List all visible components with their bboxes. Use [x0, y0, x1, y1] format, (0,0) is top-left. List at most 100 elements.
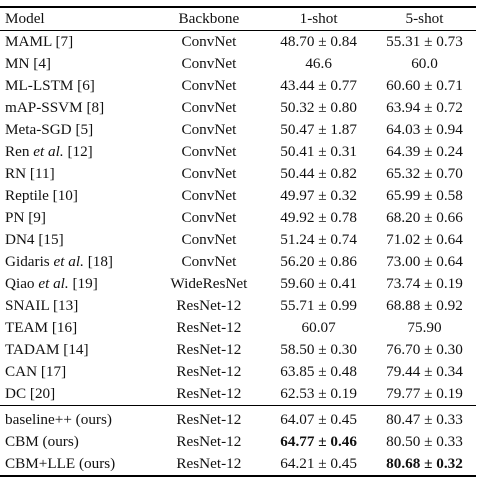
- cell-backbone: ConvNet: [181, 33, 237, 51]
- cell-1-shot: 50.41 ± 0.31: [280, 143, 357, 161]
- cell-backbone: ResNet-12: [176, 341, 242, 359]
- cell-1-shot: 49.92 ± 0.78: [280, 209, 357, 227]
- results-table: Model Backbone 1-shot 5-shot MAML [7] Co…: [0, 6, 476, 477]
- model-et-al: et al.: [53, 253, 84, 271]
- cell-backbone: ResNet-12: [176, 363, 242, 381]
- cell-backbone: ConvNet: [181, 209, 237, 227]
- cell-5-shot: 64.03 ± 0.94: [386, 121, 463, 139]
- header-backbone: Backbone: [153, 6, 265, 31]
- table-row: RN [11] ConvNet 50.44 ± 0.82 65.32 ± 0.7…: [0, 163, 476, 185]
- cell-backbone: ResNet-12: [176, 297, 242, 315]
- table-row: Gidaris et al. [18] ConvNet 56.20 ± 0.86…: [0, 251, 476, 273]
- cell-backbone: ConvNet: [181, 99, 237, 117]
- cell-5-shot: 73.00 ± 0.64: [386, 253, 463, 271]
- cell-1-shot: 63.85 ± 0.48: [280, 363, 357, 381]
- cell-1-shot: 50.47 ± 1.87: [280, 121, 357, 139]
- cell-5-shot: 73.74 ± 0.19: [386, 275, 463, 293]
- table-row-ours: baseline++ (ours) ResNet-12 64.07 ± 0.45…: [0, 405, 476, 431]
- cell-model: MAML [7]: [5, 33, 74, 51]
- cell-backbone: ConvNet: [181, 231, 237, 249]
- cell-5-shot: 80.50 ± 0.33: [386, 433, 463, 451]
- model-et-al: et al.: [33, 143, 64, 161]
- cell-5-shot: 68.88 ± 0.92: [386, 297, 463, 315]
- cell-1-shot: 51.24 ± 0.74: [280, 231, 357, 249]
- table-row: mAP-SSVM [8] ConvNet 50.32 ± 0.80 63.94 …: [0, 97, 476, 119]
- cell-backbone: ResNet-12: [176, 385, 242, 403]
- cell-1-shot: 55.71 ± 0.99: [280, 297, 357, 315]
- table-row: MAML [7] ConvNet 48.70 ± 0.84 55.31 ± 0.…: [0, 31, 476, 54]
- table-row: DN4 [15] ConvNet 51.24 ± 0.74 71.02 ± 0.…: [0, 229, 476, 251]
- cell-1-shot: 64.21 ± 0.45: [264, 453, 373, 477]
- table-body: MAML [7] ConvNet 48.70 ± 0.84 55.31 ± 0.…: [0, 31, 476, 477]
- cell-model: SNAIL [13]: [5, 297, 79, 315]
- table-row: Qiao et al. [19] WideResNet 59.60 ± 0.41…: [0, 273, 476, 295]
- cell-5-shot: 71.02 ± 0.64: [386, 231, 463, 249]
- cell-5-shot: 79.44 ± 0.34: [386, 363, 463, 381]
- table-row: TADAM [14] ResNet-12 58.50 ± 0.30 76.70 …: [0, 339, 476, 361]
- cell-1-shot: 49.97 ± 0.32: [280, 187, 357, 205]
- table-row: Ren et al. [12] ConvNet 50.41 ± 0.31 64.…: [0, 141, 476, 163]
- cell-5-shot: 55.31 ± 0.73: [386, 33, 463, 51]
- table-row: CAN [17] ResNet-12 63.85 ± 0.48 79.44 ± …: [0, 361, 476, 383]
- cell-backbone: ConvNet: [181, 143, 237, 161]
- cell-1-shot: 48.70 ± 0.84: [280, 33, 357, 51]
- cell-model: DN4 [15]: [5, 231, 64, 249]
- cell-5-shot: 60.60 ± 0.71: [386, 77, 463, 95]
- cell-backbone: WideResNet: [170, 275, 248, 293]
- cell-model: Gidaris et al. [18]: [0, 251, 154, 273]
- cell-1-shot: 62.53 ± 0.19: [280, 385, 357, 403]
- header-row: Model Backbone 1-shot 5-shot: [0, 6, 476, 31]
- cell-model: TEAM [16]: [5, 319, 78, 337]
- cell-5-shot: 63.94 ± 0.72: [386, 99, 463, 117]
- table-row: MN [4] ConvNet 46.6 60.0: [0, 53, 476, 75]
- table-row: Reptile [10] ConvNet 49.97 ± 0.32 65.99 …: [0, 185, 476, 207]
- model-ref: [18]: [83, 253, 113, 271]
- table-row: Meta-SGD [5] ConvNet 50.47 ± 1.87 64.03 …: [0, 119, 476, 141]
- cell-5-shot: 75.90: [407, 319, 442, 337]
- cell-backbone: ConvNet: [181, 187, 237, 205]
- cell-model: CBM+LLE (ours): [0, 453, 154, 477]
- cell-backbone: ResNet-12: [153, 405, 265, 431]
- cell-1-shot-best: 64.77 ± 0.46: [280, 433, 357, 451]
- cell-backbone: ResNet-12: [176, 433, 242, 451]
- cell-model: CBM (ours): [5, 433, 79, 451]
- cell-5-shot: 60.0: [411, 55, 438, 73]
- cell-model: TADAM [14]: [5, 341, 89, 359]
- table-row: TEAM [16] ResNet-12 60.07 75.90: [0, 317, 476, 339]
- header-model: Model: [0, 6, 154, 31]
- cell-backbone: ConvNet: [181, 77, 237, 95]
- cell-model: RN [11]: [5, 165, 55, 183]
- cell-5-shot: 76.70 ± 0.30: [386, 341, 463, 359]
- cell-1-shot: 64.07 ± 0.45: [264, 405, 373, 431]
- model-ref: [12]: [63, 143, 93, 161]
- cell-1-shot: 50.44 ± 0.82: [280, 165, 357, 183]
- cell-model: Qiao et al. [19]: [0, 273, 154, 295]
- cell-model: CAN [17]: [5, 363, 67, 381]
- cell-5-shot: 65.32 ± 0.70: [386, 165, 463, 183]
- cell-backbone: ConvNet: [181, 55, 237, 73]
- cell-model: MN [4]: [5, 55, 51, 73]
- cell-backbone: ConvNet: [181, 121, 237, 139]
- cell-1-shot: 50.32 ± 0.80: [280, 99, 357, 117]
- model-name: Ren: [5, 143, 34, 161]
- cell-model: baseline++ (ours): [0, 405, 154, 431]
- model-et-al: et al.: [38, 275, 69, 293]
- cell-backbone: ConvNet: [181, 253, 237, 271]
- cell-backbone: ResNet-12: [176, 319, 242, 337]
- table-row: ML-LSTM [6] ConvNet 43.44 ± 0.77 60.60 ±…: [0, 75, 476, 97]
- table-header: Model Backbone 1-shot 5-shot: [0, 6, 476, 31]
- cell-model: Meta-SGD [5]: [5, 121, 94, 139]
- table-row: SNAIL [13] ResNet-12 55.71 ± 0.99 68.88 …: [0, 295, 476, 317]
- cell-1-shot: 43.44 ± 0.77: [280, 77, 357, 95]
- cell-model: Ren et al. [12]: [0, 141, 154, 163]
- cell-5-shot-best: 80.68 ± 0.32: [373, 453, 476, 477]
- cell-5-shot: 79.77 ± 0.19: [386, 385, 463, 403]
- table-row: DC [20] ResNet-12 62.53 ± 0.19 79.77 ± 0…: [0, 383, 476, 406]
- cell-5-shot: 65.99 ± 0.58: [386, 187, 463, 205]
- header-1-shot: 1-shot: [264, 6, 373, 31]
- cell-model: PN [9]: [5, 209, 46, 227]
- header-5-shot: 5-shot: [373, 6, 476, 31]
- cell-backbone: ConvNet: [181, 165, 237, 183]
- cell-1-shot: 59.60 ± 0.41: [280, 275, 357, 293]
